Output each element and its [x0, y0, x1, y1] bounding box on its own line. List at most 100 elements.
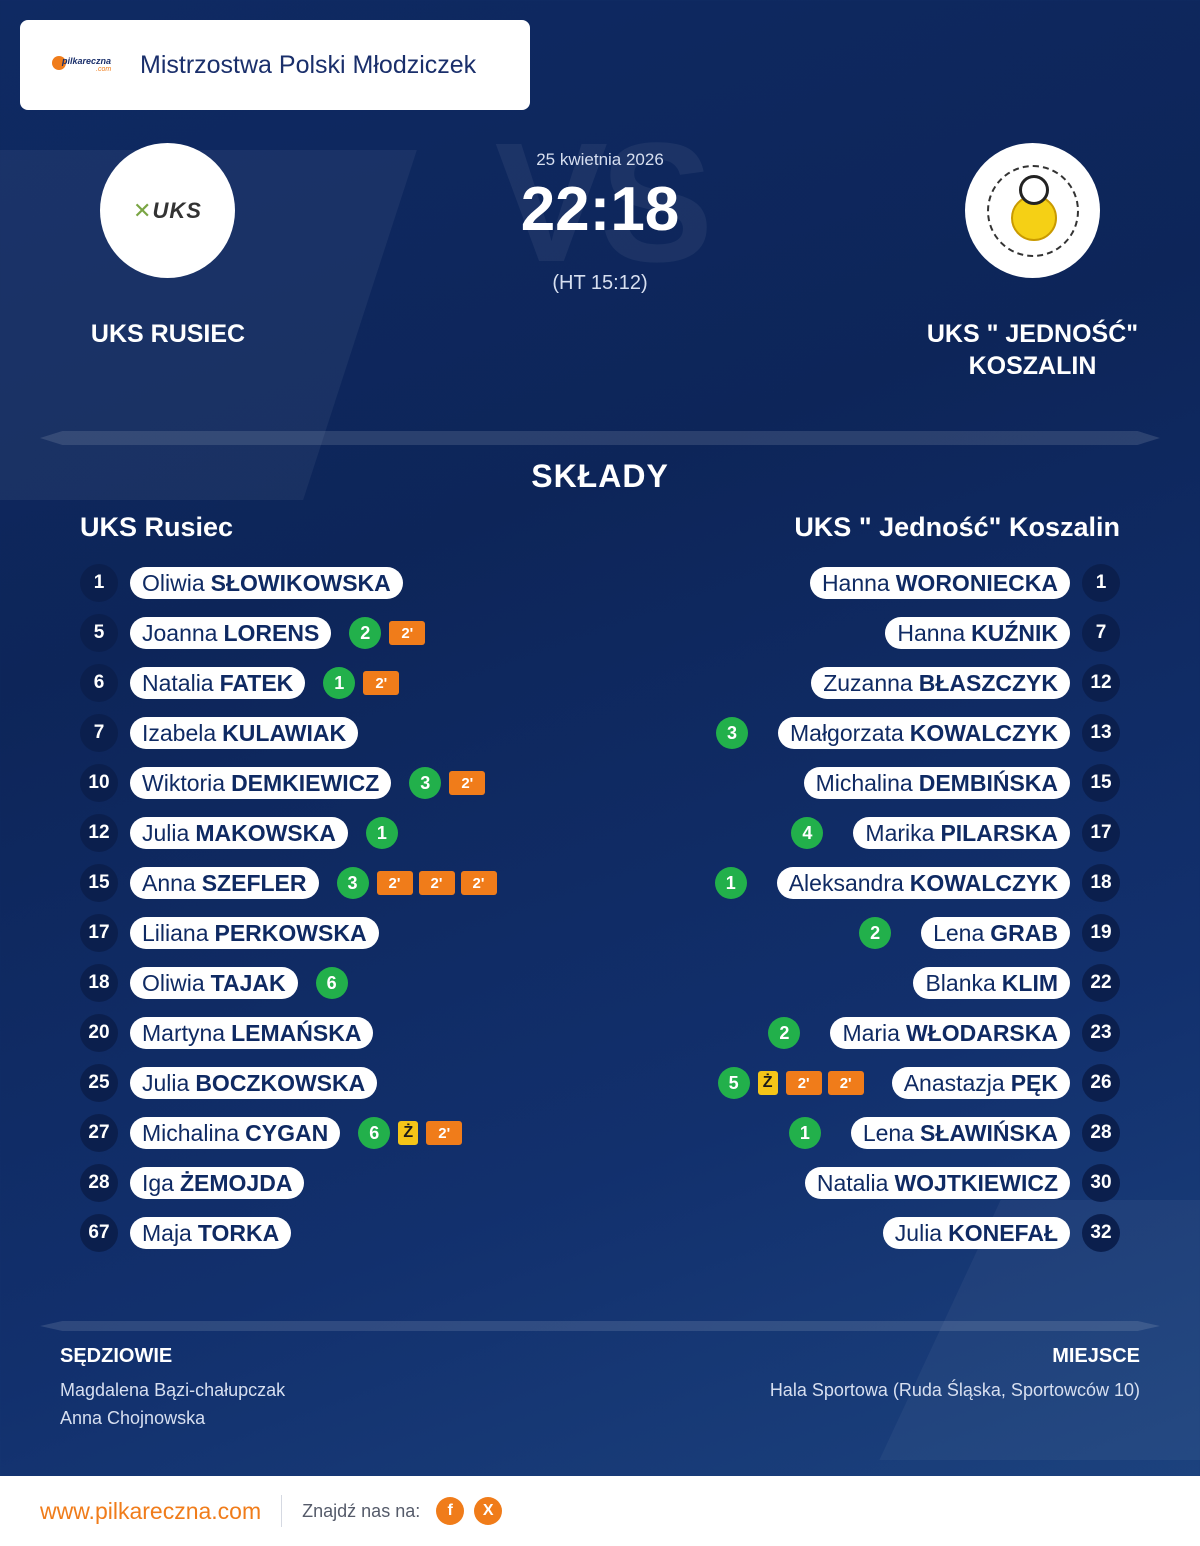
- site-link[interactable]: www.pilkareczna.com: [40, 1497, 262, 1524]
- player-first-name: Wiktoria: [142, 769, 226, 796]
- footer: www.pilkareczna.com Znajdź nas na: f X: [0, 1476, 1200, 1546]
- facebook-icon[interactable]: f: [436, 1497, 465, 1525]
- player-row: Zuzanna BŁASZCZYK 12: [560, 658, 1120, 708]
- away-lineup-title: UKS " Jedność" Koszalin: [794, 512, 1120, 542]
- player-number: 7: [1082, 614, 1120, 652]
- player-name[interactable]: Julia MAKOWSKA: [130, 817, 348, 849]
- player-first-name: Iga: [142, 1169, 174, 1196]
- referees-label: SĘDZIOWIE: [60, 1345, 173, 1367]
- player-row: Hanna WORONIECKA 1: [560, 558, 1120, 608]
- vs-watermark: VS: [494, 108, 714, 298]
- player-name[interactable]: Wiktoria DEMKIEWICZ: [130, 767, 392, 799]
- player-first-name: Joanna: [142, 619, 218, 646]
- player-number: 28: [1082, 1114, 1120, 1152]
- suspension-badge: 2': [449, 771, 486, 795]
- player-events: 6 Ż 2': [358, 1117, 468, 1149]
- player-name[interactable]: Liliana PERKOWSKA: [130, 917, 379, 949]
- player-last-name: LORENS: [223, 619, 320, 646]
- player-events: 1 2': [323, 667, 405, 699]
- player-row: 3 Małgorzata KOWALCZYK 13: [560, 708, 1120, 758]
- player-first-name: Lena: [933, 919, 985, 946]
- player-number: 17: [1082, 814, 1120, 852]
- player-number: 15: [80, 864, 118, 902]
- player-number: 18: [1082, 864, 1120, 902]
- player-row: 25 Julia BOCZKOWSKA: [80, 1058, 640, 1108]
- player-row: 1 Oliwia SŁOWIKOWSKA: [80, 558, 640, 608]
- player-name[interactable]: Maria WŁODARSKA: [830, 1017, 1070, 1049]
- player-events: 6: [315, 967, 356, 999]
- player-row: 1 Lena SŁAWIŃSKA 28: [560, 1108, 1120, 1158]
- player-first-name: Julia: [894, 1219, 943, 1246]
- player-name[interactable]: Hanna WORONIECKA: [809, 567, 1070, 599]
- player-name[interactable]: Michalina DEMBIŃSKA: [803, 767, 1070, 799]
- pilkareczna-logo[interactable]: pilkareczna .com: [50, 50, 122, 80]
- venue-value: Hala Sportowa (Ruda Śląska, Sportowców 1…: [769, 1380, 1140, 1400]
- player-name[interactable]: Hanna KUŹNIK: [885, 617, 1070, 649]
- player-last-name: SŁOWIKOWSKA: [210, 569, 391, 596]
- player-name[interactable]: Martyna LEMAŃSKA: [130, 1017, 374, 1049]
- player-last-name: BOCZKOWSKA: [195, 1069, 366, 1096]
- player-name[interactable]: Oliwia SŁOWIKOWSKA: [130, 567, 403, 599]
- player-row: 27 Michalina CYGAN 6 Ż 2': [80, 1108, 640, 1158]
- player-name[interactable]: Zuzanna BŁASZCZYK: [811, 667, 1070, 699]
- ball-icon: [52, 56, 66, 70]
- halftime-score: (HT 15:12): [552, 272, 648, 294]
- player-row: 17 Liliana PERKOWSKA: [80, 908, 640, 958]
- player-name[interactable]: Lena SŁAWIŃSKA: [850, 1117, 1070, 1149]
- player-row: 2 Lena GRAB 19: [560, 908, 1120, 958]
- goals-badge: 6: [315, 967, 348, 999]
- player-row: 10 Wiktoria DEMKIEWICZ 3 2': [80, 758, 640, 808]
- player-last-name: PILARSKA: [940, 819, 1058, 846]
- player-last-name: WŁODARSKA: [905, 1019, 1058, 1046]
- footer-separator: [281, 1495, 283, 1527]
- player-name[interactable]: Małgorzata KOWALCZYK: [778, 717, 1070, 749]
- player-name[interactable]: Natalia FATEK: [130, 667, 306, 699]
- player-name[interactable]: Julia BOCZKOWSKA: [130, 1067, 378, 1099]
- player-row: Natalia WOJTKIEWICZ 30: [560, 1158, 1120, 1208]
- player-row: 28 Iga ŻEMOJDA: [80, 1158, 640, 1208]
- player-number: 30: [1082, 1164, 1120, 1202]
- player-number: 10: [80, 764, 118, 802]
- x-icon[interactable]: X: [474, 1497, 503, 1525]
- player-name[interactable]: Maja TORKA: [130, 1217, 292, 1249]
- player-events: 1: [788, 1117, 829, 1149]
- player-name[interactable]: Marika PILARSKA: [853, 817, 1070, 849]
- home-team-logo: ✕UKS: [100, 143, 235, 278]
- player-number: 19: [1082, 914, 1120, 952]
- player-number: 20: [80, 1014, 118, 1052]
- player-name[interactable]: Blanka KLIM: [913, 967, 1070, 999]
- player-row: 5 Ż 2' 2' Anastazja PĘK 26: [560, 1058, 1120, 1108]
- goals-badge: 3: [409, 767, 442, 799]
- player-row: 1 Aleksandra KOWALCZYK 18: [560, 858, 1120, 908]
- player-events: 1: [714, 867, 755, 899]
- player-number: 13: [1082, 714, 1120, 752]
- player-number: 67: [80, 1214, 118, 1252]
- player-name[interactable]: Michalina CYGAN: [130, 1117, 341, 1149]
- player-name[interactable]: Anna SZEFLER: [130, 867, 319, 899]
- player-last-name: LEMAŃSKA: [231, 1019, 362, 1046]
- player-name[interactable]: Oliwia TAJAK: [130, 967, 298, 999]
- player-name[interactable]: Iga ŻEMOJDA: [130, 1167, 305, 1199]
- player-number: 27: [80, 1114, 118, 1152]
- player-name[interactable]: Anastazja PĘK: [891, 1067, 1070, 1099]
- player-row: Michalina DEMBIŃSKA 15: [560, 758, 1120, 808]
- player-last-name: KOWALCZYK: [909, 869, 1058, 896]
- player-first-name: Zuzanna: [823, 669, 913, 696]
- player-events: 3 2' 2' 2': [336, 867, 503, 899]
- player-first-name: Hanna: [821, 569, 890, 596]
- player-events: 3: [716, 717, 756, 749]
- player-number: 1: [1082, 564, 1120, 602]
- player-row: 2 Maria WŁODARSKA 23: [560, 1008, 1120, 1058]
- player-row: Blanka KLIM 22: [560, 958, 1120, 1008]
- player-events: 2: [768, 1017, 808, 1049]
- player-name[interactable]: Joanna LORENS: [130, 617, 332, 649]
- player-last-name: TORKA: [197, 1219, 280, 1246]
- player-name[interactable]: Aleksandra KOWALCZYK: [776, 867, 1070, 899]
- player-name[interactable]: Lena GRAB: [921, 917, 1070, 949]
- player-name[interactable]: Izabela KULAWIAK: [130, 717, 359, 749]
- player-name[interactable]: Julia KONEFAŁ: [882, 1217, 1070, 1249]
- goals-badge: 3: [336, 867, 369, 899]
- player-number: 1: [80, 564, 118, 602]
- player-name[interactable]: Natalia WOJTKIEWICZ: [804, 1167, 1070, 1199]
- player-first-name: Izabela: [142, 719, 217, 746]
